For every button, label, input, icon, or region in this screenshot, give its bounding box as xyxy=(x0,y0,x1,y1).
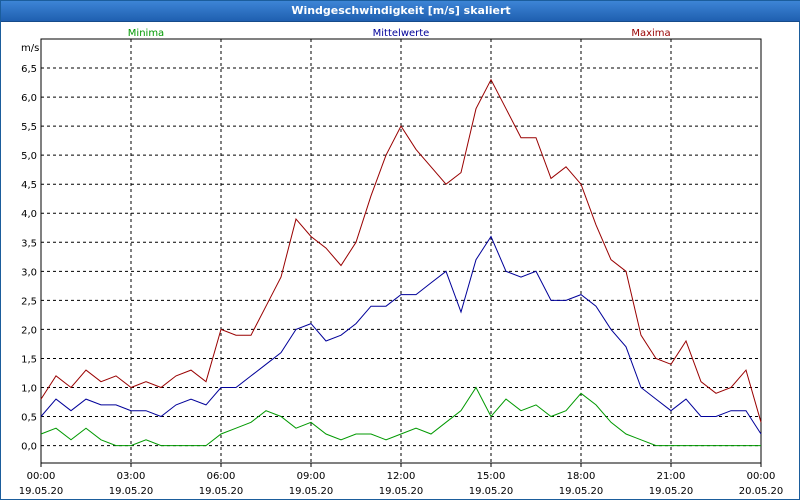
y-tick-label: 6,0 xyxy=(21,93,37,104)
legend-item-minima: Minima xyxy=(128,28,164,39)
legend-item-mittelwerte: Mittelwerte xyxy=(373,28,430,39)
series-line-minima xyxy=(40,386,761,447)
x-tick-date-label: 19.05.20 xyxy=(199,486,244,497)
x-tick-time-label: 09:00 xyxy=(297,471,326,482)
y-tick-label: 3,0 xyxy=(21,267,37,278)
y-tick-label: 2,0 xyxy=(21,325,37,336)
x-tick-time-label: 00:00 xyxy=(27,471,56,482)
y-axis-ticks: 0,0 0,5 1,0 1,5 2,0 2,5 3,0 3,5 4,0 4,5 5,0 5,5 6,0 6… xyxy=(21,64,37,453)
y-tick-label: 1,0 xyxy=(21,383,37,394)
y-tick-label: 5,5 xyxy=(21,122,37,133)
y-tick-label: 2,5 xyxy=(21,296,37,307)
x-tick-time-label: 18:00 xyxy=(567,471,596,482)
x-tick-date-label: 20.05.20 xyxy=(739,486,784,497)
x-tick-time-label: 00:00 xyxy=(747,471,776,482)
x-tick-date-label: 19.05.20 xyxy=(19,486,64,497)
y-tick-label: 0,5 xyxy=(21,413,37,424)
chart-title: Windgeschwindigkeit [m/s] skaliert xyxy=(291,4,511,17)
title-bar: Windgeschwindigkeit [m/s] skaliert xyxy=(1,1,800,22)
y-tick-label: 6,5 xyxy=(21,64,37,75)
x-tick-date-label: 19.05.20 xyxy=(109,486,154,497)
legend: Maxima Mittelwerte Minima xyxy=(128,28,671,39)
x-tick-date-label: 19.05.20 xyxy=(379,486,424,497)
y-tick-label: 3,5 xyxy=(21,238,37,249)
y-tick-label: 5,0 xyxy=(21,151,37,162)
x-tick-time-label: 03:00 xyxy=(117,471,146,482)
y-tick-label: 4,0 xyxy=(21,209,37,220)
x-tick-time-label: 21:00 xyxy=(657,471,686,482)
series-line-maxima xyxy=(40,78,762,423)
x-tick-time-label: 15:00 xyxy=(477,471,506,482)
y-tick-label: 0,0 xyxy=(21,442,37,453)
x-axis-ticks: 00:00 19.05.20 03:00 19.05.20 06:00 19.05.20 0… xyxy=(19,463,784,497)
x-tick-time-label: 06:00 xyxy=(207,471,236,482)
series-line-mittelwerte xyxy=(40,235,762,435)
x-tick-date-label: 19.05.20 xyxy=(289,486,334,497)
x-tick-date-label: 19.05.20 xyxy=(469,486,514,497)
x-tick-time-label: 12:00 xyxy=(387,471,416,482)
y-axis-label: m/s xyxy=(21,43,39,54)
y-tick-label: 1,5 xyxy=(21,354,37,365)
y-tick-label: 4,5 xyxy=(21,180,37,191)
series-layer xyxy=(40,78,762,447)
x-tick-date-label: 19.05.20 xyxy=(559,486,604,497)
x-tick-date-label: 19.05.20 xyxy=(649,486,694,497)
legend-item-maxima: Maxima xyxy=(631,28,670,39)
